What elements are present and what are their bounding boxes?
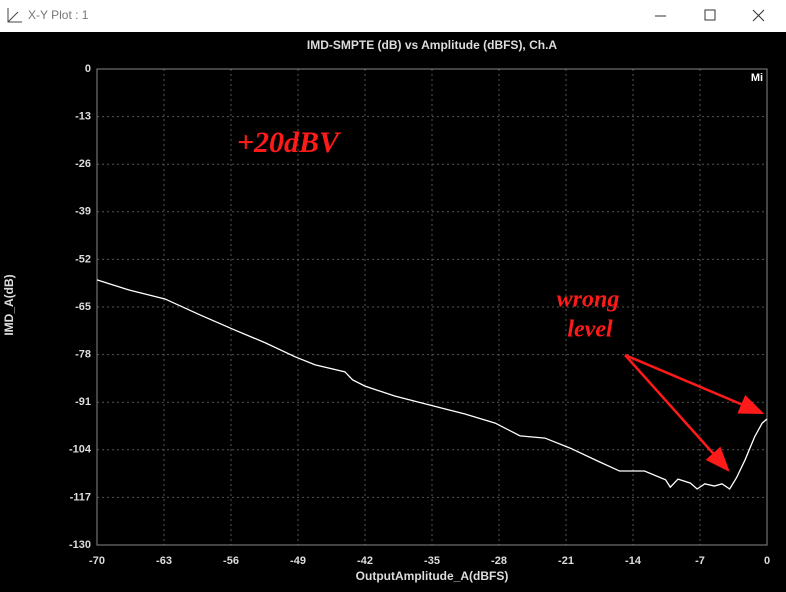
y-tick-label: -104 (69, 444, 92, 456)
x-tick-label: -70 (89, 555, 105, 567)
x-tick-label: -21 (558, 555, 574, 567)
arrow (624, 353, 765, 415)
chart-title: IMD-SMPTE (dB) vs Amplitude (dBFS), Ch.A (307, 38, 558, 52)
title-bar (0, 0, 786, 32)
y-axis-label: IMD_A(dB) (2, 274, 16, 335)
data-line (96, 279, 768, 490)
x-tick-label: -14 (625, 555, 642, 567)
annotation: +20dBV (237, 126, 342, 159)
y-tick-label: -39 (75, 206, 91, 218)
y-tick-label: -65 (75, 301, 91, 313)
window-title: X-Y Plot : 1 (28, 8, 89, 22)
x-tick-label: -35 (424, 555, 440, 567)
x-axis-label: OutputAmplitude_A(dBFS) (356, 569, 509, 583)
plot: IMD-SMPTE (dB) vs Amplitude (dBFS), Ch.A… (2, 38, 770, 583)
arrow (624, 354, 730, 472)
y-tick-label: -117 (70, 491, 91, 503)
x-tick-label: -63 (156, 555, 172, 567)
app-icon (7, 8, 22, 23)
y-tick-label: -130 (69, 539, 91, 551)
logo: Mi (751, 72, 763, 84)
close-button[interactable] (752, 9, 765, 22)
x-tick-label: -42 (357, 555, 373, 567)
x-tick-label: -56 (223, 555, 239, 567)
x-tick-label: 0 (764, 555, 770, 567)
y-tick-label: -52 (75, 253, 91, 265)
y-tick-label: 0 (85, 63, 91, 75)
y-tick-label: -78 (75, 349, 91, 361)
x-tick-label: -28 (491, 555, 507, 567)
annotation: level (567, 317, 613, 343)
x-tick-label: -7 (695, 555, 705, 567)
y-tick-label: -91 (75, 396, 91, 408)
maximize-button[interactable] (704, 9, 716, 21)
y-tick-label: -13 (75, 111, 91, 123)
x-tick-label: -49 (290, 555, 306, 567)
annotation: wrong (557, 287, 620, 313)
y-tick-label: -26 (75, 158, 91, 170)
plot-frame (96, 68, 768, 546)
